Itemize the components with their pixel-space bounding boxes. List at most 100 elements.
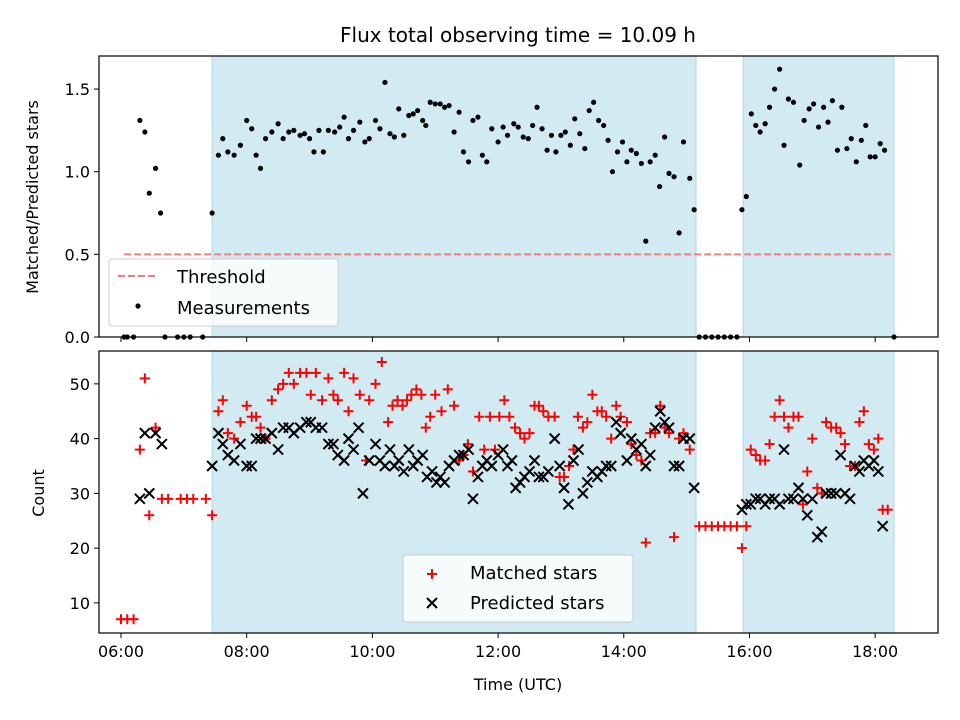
measurement-point: [797, 162, 802, 167]
measurement-point: [258, 166, 263, 171]
measurement-point: [428, 100, 433, 105]
measurement-point: [475, 115, 480, 120]
measurement-point: [558, 133, 563, 138]
measurement-point: [830, 98, 835, 103]
measurement-point: [767, 105, 772, 110]
measurement-point: [648, 159, 653, 164]
measurement-point: [489, 126, 494, 131]
measurement-point: [351, 128, 356, 133]
bottom-x-tick-label: 08:00: [224, 642, 270, 661]
measurement-point: [753, 123, 758, 128]
measurement-point: [373, 118, 378, 123]
measurement-point: [387, 131, 392, 136]
bottom-x-tick-label: 18:00: [852, 642, 898, 661]
measurement-point: [377, 126, 382, 131]
measurement-point: [811, 101, 816, 106]
measurement-point: [276, 121, 281, 126]
bottom-x-tick-label: 12:00: [475, 642, 521, 661]
measurement-point: [676, 230, 681, 235]
measurement-point: [882, 148, 887, 153]
top-y-tick-label: 0.5: [65, 245, 90, 264]
measurement-point: [854, 159, 859, 164]
measurement-point: [244, 118, 249, 123]
measurement-point: [839, 105, 844, 110]
measurement-point: [446, 103, 451, 108]
measurement-point: [316, 128, 321, 133]
bottom-y-tick-label: 10: [70, 594, 90, 613]
measurement-point: [153, 166, 158, 171]
measurement-point: [605, 138, 610, 143]
measurement-point: [225, 149, 230, 154]
bottom-shaded-interval: [743, 351, 894, 633]
top-y-tick-label: 1.5: [65, 80, 90, 99]
x-axis-label: Time (UTC): [473, 675, 562, 694]
measurement-point: [342, 115, 347, 120]
measurement-point: [572, 116, 577, 121]
measurement-point: [433, 101, 438, 106]
measurement-point: [534, 105, 539, 110]
measurement-point: [591, 100, 596, 105]
top-shaded-interval: [743, 56, 894, 337]
measurement-point: [362, 139, 367, 144]
measurement-point: [326, 128, 331, 133]
measurement-point: [269, 129, 274, 134]
measurement-point: [643, 239, 648, 244]
measurement-point: [873, 154, 878, 159]
measurement-point: [401, 133, 406, 138]
measurement-point: [629, 148, 634, 153]
bottom-y-axis-label: Count: [29, 469, 48, 517]
measurement-point: [423, 123, 428, 128]
measurement-point: [501, 124, 506, 129]
measurement-point: [868, 154, 873, 159]
measurement-point: [786, 96, 791, 101]
measurement-point: [382, 80, 387, 85]
measurement-point: [601, 123, 606, 128]
measurement-point: [281, 136, 286, 141]
measurement-point: [577, 131, 582, 136]
bottom-y-tick-label: 20: [70, 539, 90, 558]
measurement-point: [662, 134, 667, 139]
chart-title: Flux total observing time = 10.09 h: [340, 23, 696, 47]
measurement-point: [263, 136, 268, 141]
measurement-point: [639, 161, 644, 166]
top-y-axis-label: Matched/Predicted stars: [23, 100, 42, 294]
measurement-point: [610, 169, 615, 174]
measurement-point: [357, 120, 362, 125]
measurement-point: [749, 111, 754, 116]
bottom-y-tick-label: 30: [70, 484, 90, 503]
measurement-point: [147, 191, 152, 196]
measurement-point: [657, 184, 662, 189]
measurement-point: [634, 151, 639, 156]
measurement-point: [415, 108, 420, 113]
figure: Flux total observing time = 10.09 h 0.0 0…: [0, 0, 960, 720]
measurement-point: [807, 106, 812, 111]
measurement-point: [844, 146, 849, 151]
measurement-point: [457, 110, 462, 115]
measurement-point: [332, 129, 337, 134]
measurement-point: [859, 138, 864, 143]
measurement-point: [516, 124, 521, 129]
measurement-point: [816, 124, 821, 129]
measurement-point: [544, 148, 549, 153]
measurement-point: [821, 105, 826, 110]
measurement-point: [505, 133, 510, 138]
measurement-point: [568, 143, 573, 148]
measurement-point: [142, 129, 147, 134]
measurement-point: [420, 118, 425, 123]
legend-measurements-swatch: [135, 303, 140, 308]
legend-threshold-label: Threshold: [176, 267, 266, 288]
measurement-point: [346, 136, 351, 141]
measurement-point: [620, 139, 625, 144]
measurement-point: [763, 121, 768, 126]
top-y-tick-label: 0.0: [65, 328, 90, 347]
measurement-point: [291, 128, 296, 133]
measurement-point: [210, 210, 215, 215]
measurement-point: [466, 159, 471, 164]
measurement-point: [587, 108, 592, 113]
measurement-point: [511, 121, 516, 126]
measurement-point: [526, 136, 531, 141]
measurement-point: [553, 149, 558, 154]
measurement-point: [495, 139, 500, 144]
measurement-point: [137, 118, 142, 123]
measurement-point: [758, 129, 763, 134]
